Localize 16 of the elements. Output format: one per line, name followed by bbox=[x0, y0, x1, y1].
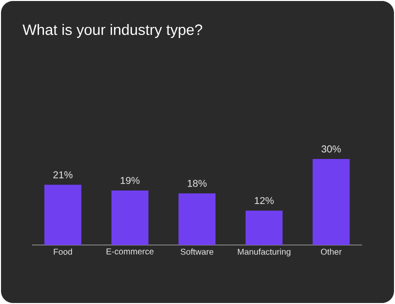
bar bbox=[312, 159, 350, 245]
data-label: 21% bbox=[53, 171, 72, 178]
bar bbox=[111, 190, 148, 245]
x-tick-label: Software bbox=[180, 248, 214, 255]
data-label: 18% bbox=[188, 180, 207, 187]
x-tick-label: Food bbox=[54, 248, 72, 255]
x-tick-label: Other bbox=[320, 248, 342, 255]
data-label: 19% bbox=[120, 176, 140, 184]
data-label: 30% bbox=[322, 145, 341, 152]
x-tick-label: Manufacturing bbox=[238, 248, 290, 256]
bar bbox=[44, 184, 82, 245]
bar bbox=[246, 210, 283, 245]
bar bbox=[178, 193, 216, 245]
data-label: 12% bbox=[254, 197, 274, 204]
x-tick-label: E-commerce bbox=[106, 248, 154, 254]
chart-title: What is your industry type? bbox=[22, 24, 202, 38]
